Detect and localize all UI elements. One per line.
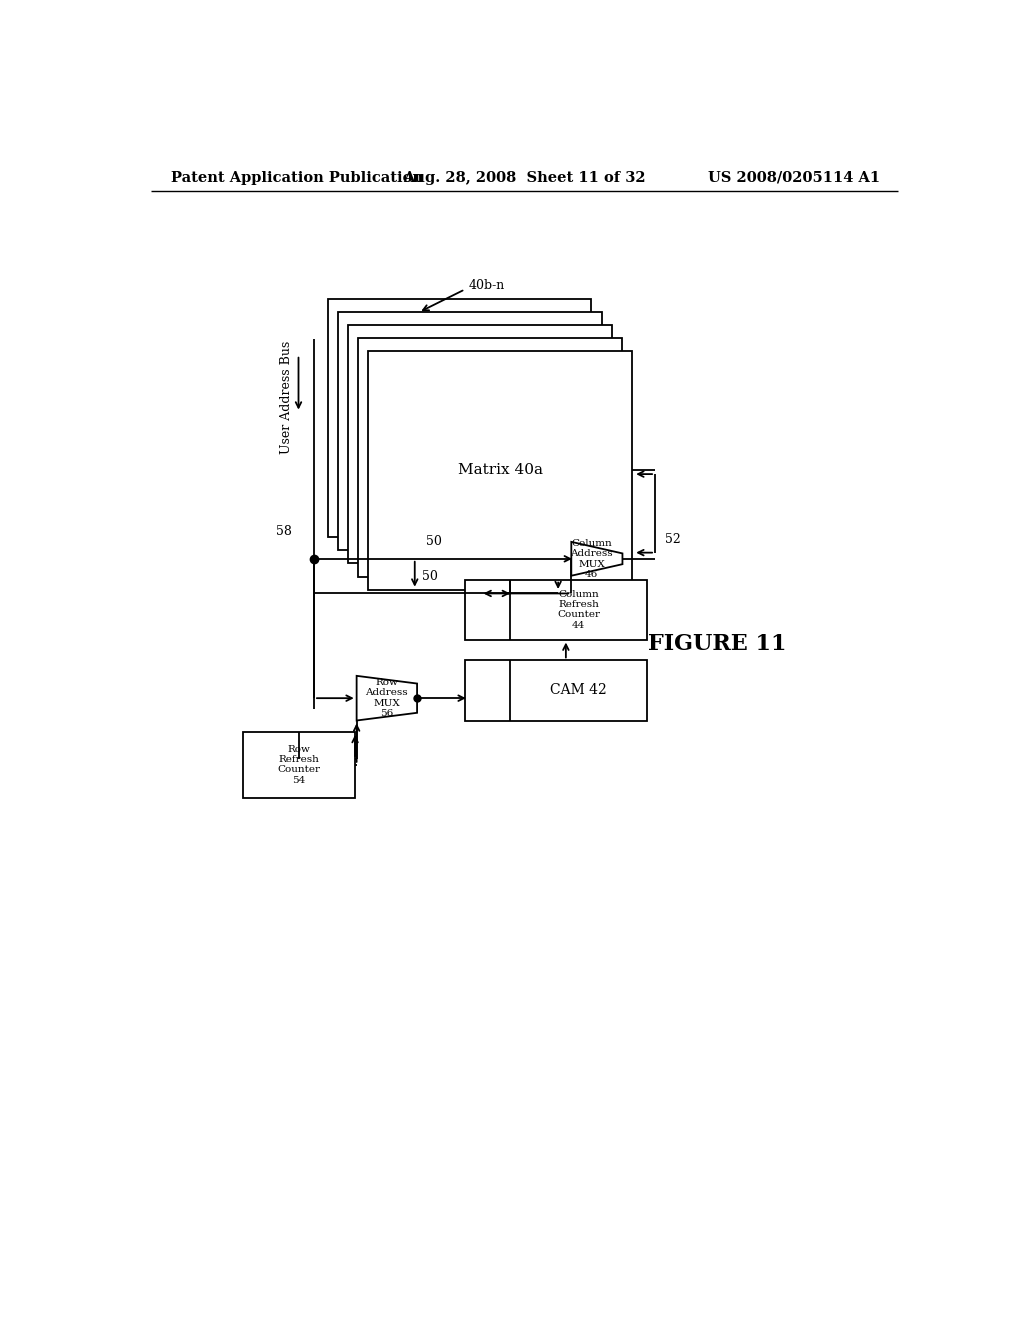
Bar [369, 351, 632, 590]
Text: 50: 50 [422, 570, 438, 583]
Bar [358, 338, 622, 577]
Text: User Address Bus: User Address Bus [281, 341, 293, 454]
Text: US 2008/0205114 A1: US 2008/0205114 A1 [708, 170, 880, 185]
Text: 58: 58 [276, 525, 292, 539]
Text: FIGURE 11: FIGURE 11 [648, 632, 786, 655]
Text: CAM 42: CAM 42 [550, 684, 607, 697]
Bar [465, 660, 647, 721]
Polygon shape [571, 543, 623, 576]
Text: Column
Address
MUX
46: Column Address MUX 46 [570, 539, 612, 579]
Text: Matrix 40a: Matrix 40a [458, 463, 543, 478]
Text: 50: 50 [426, 536, 442, 548]
Bar [243, 733, 355, 797]
Text: 52: 52 [665, 533, 681, 546]
Bar [465, 579, 647, 640]
Polygon shape [356, 676, 417, 721]
Bar [328, 298, 592, 537]
Text: Patent Application Publication: Patent Application Publication [171, 170, 423, 185]
Bar [338, 312, 601, 550]
Text: Row
Refresh
Counter
54: Row Refresh Counter 54 [278, 744, 321, 785]
Text: Aug. 28, 2008  Sheet 11 of 32: Aug. 28, 2008 Sheet 11 of 32 [403, 170, 646, 185]
Text: 40b-n: 40b-n [469, 279, 505, 292]
Bar [348, 325, 611, 564]
Text: Row
Address
MUX
56: Row Address MUX 56 [366, 678, 409, 718]
Text: Column
Refresh
Counter
44: Column Refresh Counter 44 [557, 590, 600, 630]
